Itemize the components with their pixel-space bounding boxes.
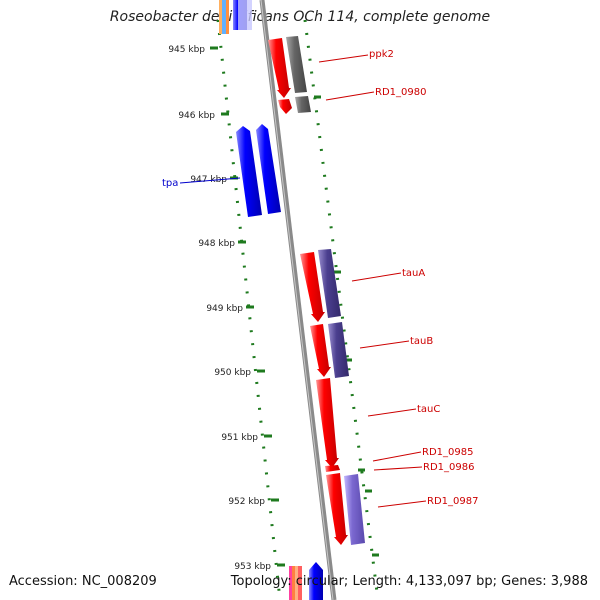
length-value: 4,133,097 bp bbox=[405, 574, 493, 589]
accession-label: Accession: bbox=[9, 574, 78, 589]
leader-rd1-0980 bbox=[325, 91, 375, 101]
kbp-label: 946 kbp bbox=[178, 111, 215, 121]
gene-rd1-0987-product[interactable] bbox=[344, 474, 365, 545]
gene-label-rd1-0986[interactable]: RD1_0986 bbox=[423, 462, 474, 473]
top-partial-features bbox=[219, 0, 252, 34]
kbp-label: 953 kbp bbox=[234, 562, 271, 572]
gene-label-tauA[interactable]: tauA bbox=[402, 268, 425, 279]
gene-ppk2-product[interactable] bbox=[286, 36, 307, 93]
gene-tauA-product[interactable] bbox=[318, 249, 341, 318]
kbp-label: 945 kbp bbox=[168, 45, 205, 55]
leader-tauC bbox=[367, 408, 417, 417]
leader-rd1-0986 bbox=[373, 466, 423, 471]
gene-tauC[interactable] bbox=[316, 378, 339, 468]
accession-info: Accession: NC_008209 bbox=[9, 574, 157, 589]
leader-tauA bbox=[351, 272, 402, 282]
kbp-label: 947 kbp bbox=[190, 175, 227, 185]
gene-label-tauB[interactable]: tauB bbox=[410, 336, 433, 347]
gene-tauA[interactable] bbox=[300, 252, 325, 322]
kbp-label: 952 kbp bbox=[228, 497, 265, 507]
gene-label-rd1-0987[interactable]: RD1_0987 bbox=[427, 496, 478, 507]
gene-label-rd1-0985[interactable]: RD1_0985 bbox=[422, 447, 473, 458]
genome-backbone-highlight bbox=[260, 0, 334, 600]
gene-tpa[interactable] bbox=[236, 126, 262, 217]
leader-tpa bbox=[179, 177, 241, 184]
kbp-label: 949 kbp bbox=[206, 304, 243, 314]
leader-rd1-0985 bbox=[372, 451, 422, 462]
genome-stats: Topology: circular; Length: 4,133,097 bp… bbox=[230, 574, 588, 589]
kbp-label: 951 kbp bbox=[221, 433, 258, 443]
leader-rd1-0987 bbox=[377, 500, 427, 508]
gene-label-rd1-0980[interactable]: RD1_0980 bbox=[375, 87, 426, 98]
length-label: Length: bbox=[352, 574, 402, 589]
bottom-partial-features bbox=[289, 562, 323, 600]
genes-value: 3,988 bbox=[550, 574, 588, 589]
accession-value: NC_008209 bbox=[81, 574, 157, 589]
gene-rd1-0987[interactable] bbox=[326, 473, 348, 545]
gene-label-tpa[interactable]: tpa bbox=[162, 178, 178, 189]
gene-tauB-product[interactable] bbox=[328, 322, 349, 378]
topology-label: Topology: bbox=[230, 574, 292, 589]
topology-value: circular bbox=[295, 574, 344, 589]
leader-ppk2 bbox=[318, 54, 369, 63]
gene-rd1-0985[interactable] bbox=[325, 465, 340, 472]
gene-tpa-2[interactable] bbox=[256, 124, 281, 214]
gene-label-ppk2[interactable]: ppk2 bbox=[369, 49, 394, 60]
gene-rd1-0980-product[interactable] bbox=[295, 96, 311, 113]
gene-ppk2[interactable] bbox=[268, 38, 291, 98]
gene-label-tauC[interactable]: tauC bbox=[417, 404, 440, 415]
leader-tauB bbox=[359, 340, 410, 349]
genome-backbone bbox=[259, 0, 337, 600]
genes-label: Genes: bbox=[501, 574, 547, 589]
genome-title: Roseobacter denitrificans OCh 114, compl… bbox=[109, 9, 491, 25]
gene-tauB[interactable] bbox=[310, 324, 331, 377]
kbp-label: 950 kbp bbox=[214, 368, 251, 378]
gene-rd1-0980[interactable] bbox=[278, 99, 292, 114]
kbp-label: 948 kbp bbox=[198, 239, 235, 249]
kbp-ticks bbox=[210, 46, 379, 567]
